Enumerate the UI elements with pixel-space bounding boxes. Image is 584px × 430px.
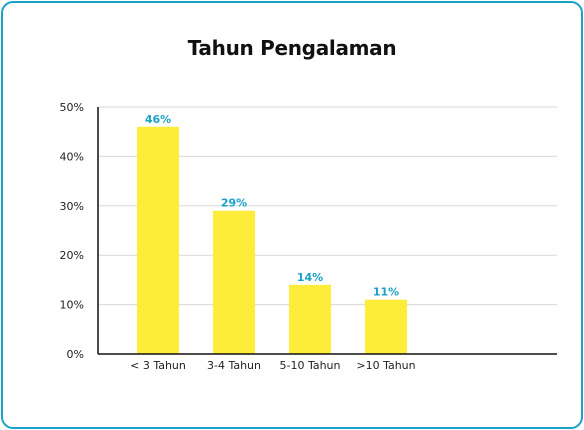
y-tick-label: 50% <box>60 101 84 114</box>
y-tick-label: 30% <box>60 200 84 213</box>
x-tick-label: < 3 Tahun <box>130 359 186 372</box>
axes <box>97 107 557 355</box>
x-tick-labels: < 3 Tahun 3-4 Tahun 5-10 Tahun >10 Tahun <box>130 359 416 372</box>
data-labels: 46% 29% 14% 11% <box>145 113 399 299</box>
bar <box>289 284 331 354</box>
data-label: 29% <box>221 197 247 210</box>
bar <box>365 299 407 354</box>
bar <box>213 210 255 354</box>
x-tick-label: 3-4 Tahun <box>207 359 261 372</box>
chart-title: Tahun Pengalaman <box>187 36 397 60</box>
data-label: 11% <box>373 286 399 299</box>
y-tick-label: 40% <box>60 150 84 163</box>
bar <box>137 126 179 354</box>
y-tick-label: 10% <box>60 299 84 312</box>
y-tick-label: 0% <box>67 348 84 361</box>
data-label: 14% <box>297 271 323 284</box>
x-tick-label: >10 Tahun <box>356 359 415 372</box>
data-label: 46% <box>145 113 171 126</box>
y-tick-label: 20% <box>60 249 84 262</box>
y-tick-labels: 0% 10% 20% 30% 40% 50% <box>60 101 84 361</box>
x-tick-label: 5-10 Tahun <box>279 359 340 372</box>
bars <box>137 126 407 354</box>
